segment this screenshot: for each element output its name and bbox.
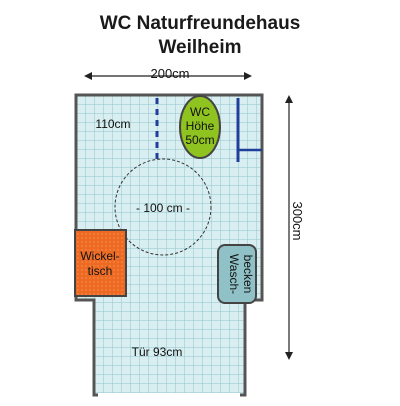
width-arrow-right [244,72,252,80]
title-line-2: Weilheim [158,37,242,58]
width-label: 200cm [150,66,189,81]
door-label: Tür 93cm [132,345,183,359]
wc-label-3: 50cm [185,133,214,147]
title-line-1: WC Naturfreundehaus [99,13,301,34]
turning-circle-label: - 100 cm - [136,201,190,215]
changing-table-label-2: tisch [88,264,113,278]
wc-label-1: WC [190,105,210,119]
height-arrow-bottom [285,352,293,360]
width-arrow-left [84,72,92,80]
sink-label-2: becken [241,255,255,294]
height-label: 300cm [290,201,305,240]
changing-table [74,229,127,297]
clearance-label: 110cm [95,117,130,131]
turning-circle [114,158,212,256]
height-arrow-top [285,95,293,103]
sink-label-1: Wasch- [227,254,241,294]
sink [217,244,257,304]
wc-label-2: Höhe [186,119,215,133]
wc-toilet [179,95,221,159]
changing-table-label-1: Wickel- [80,249,119,263]
diagram-title: WC Naturfreundehaus Weilheim [0,12,400,60]
